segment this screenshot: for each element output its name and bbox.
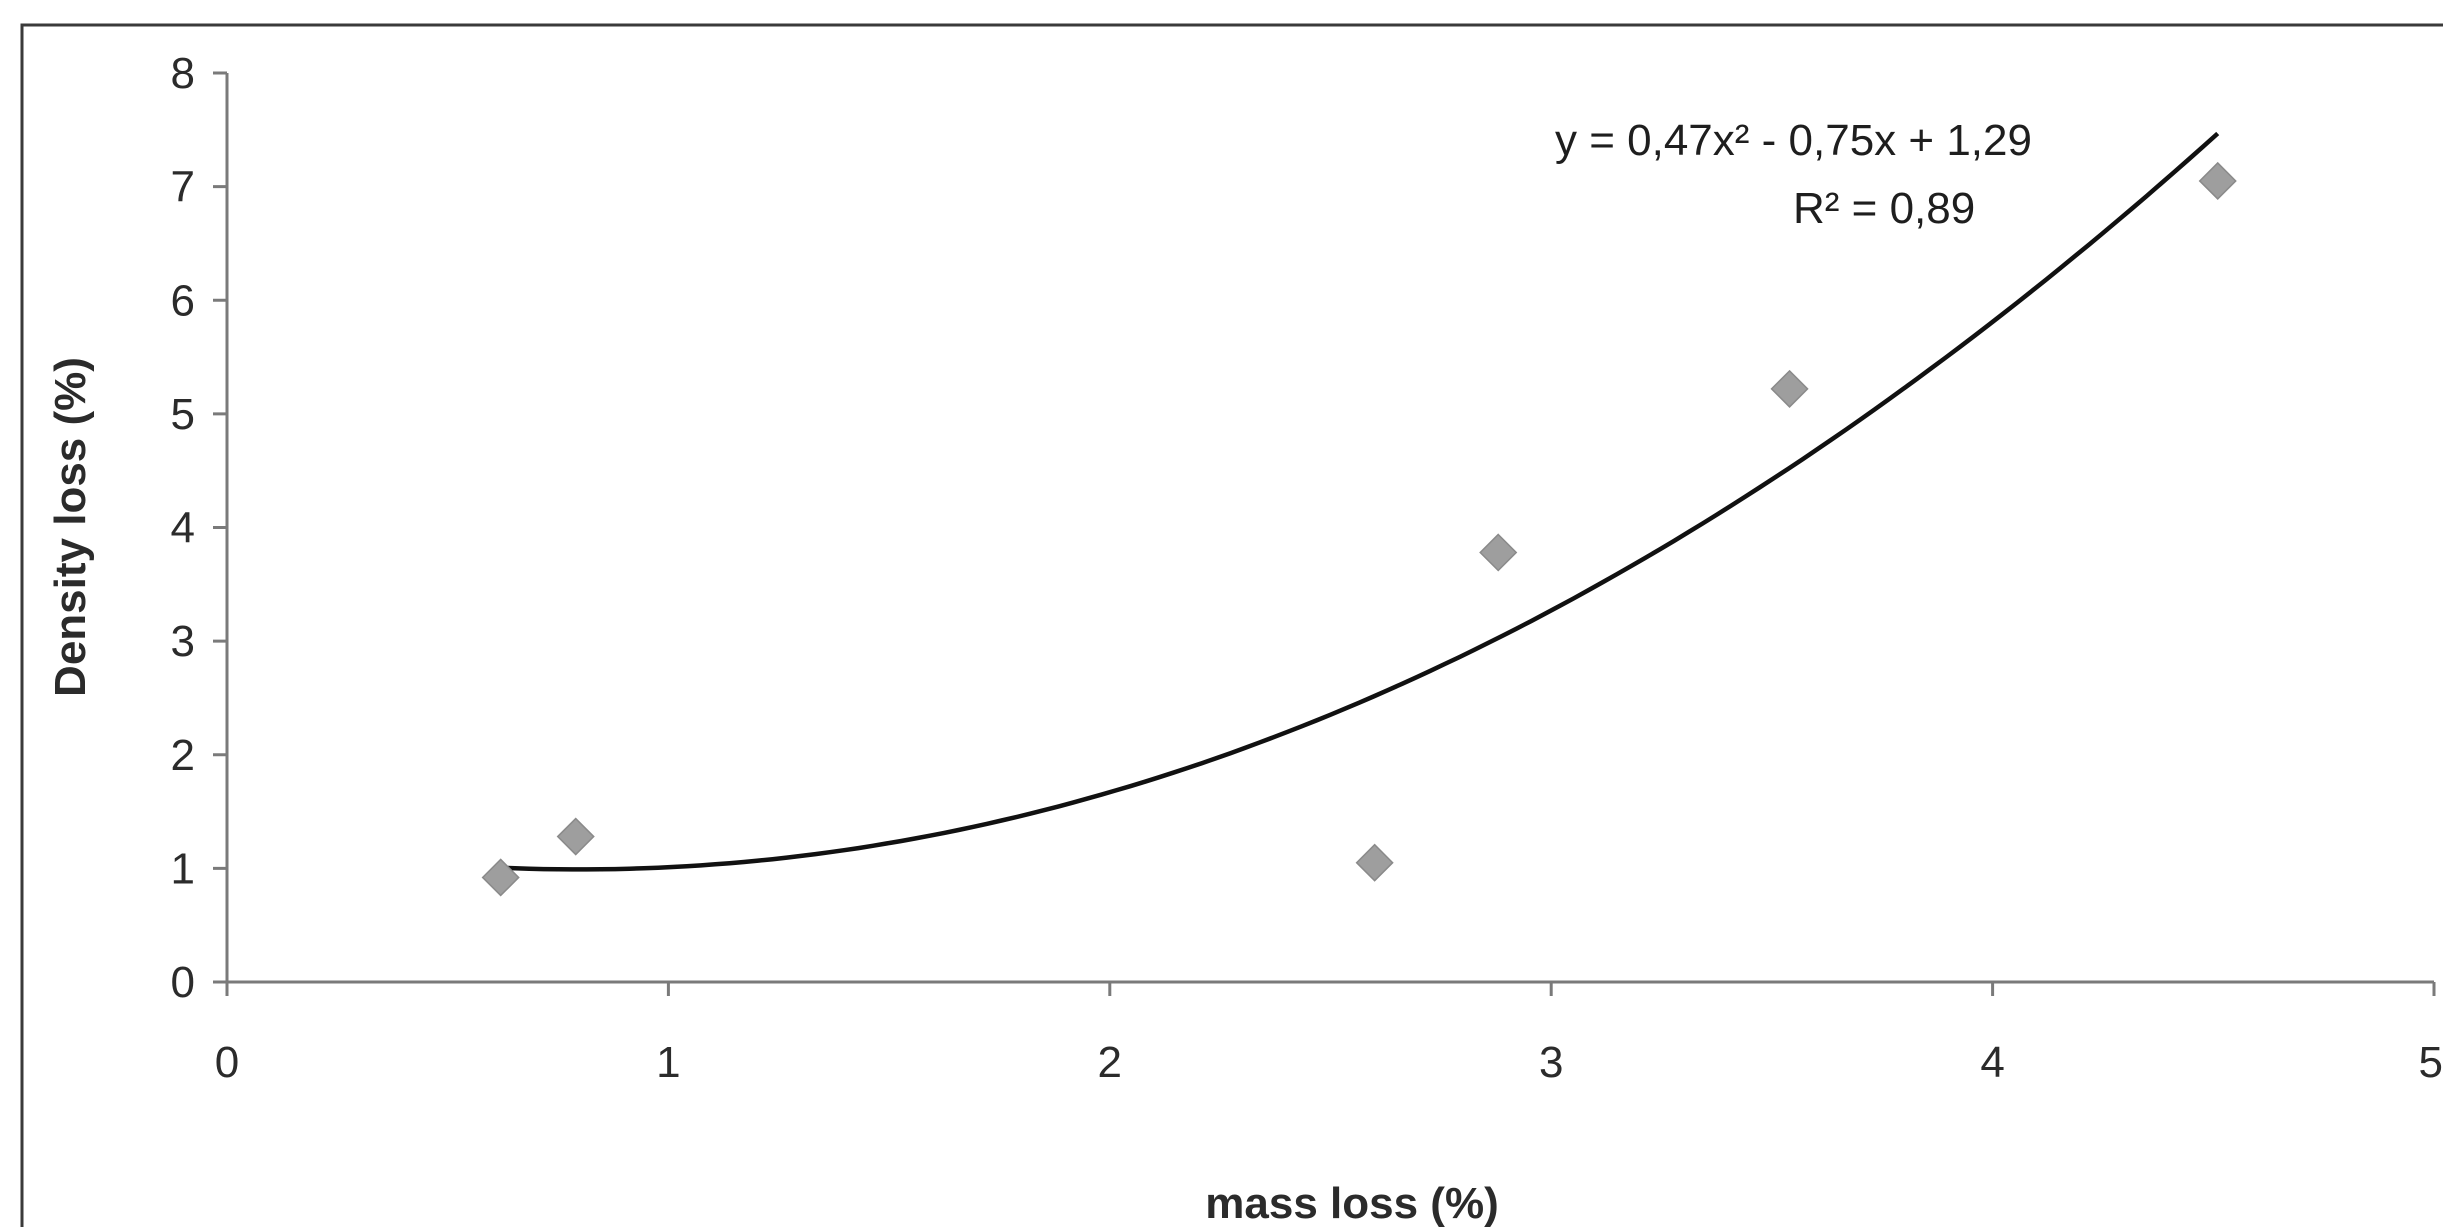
trendline-equation: y = 0,47x² - 0,75x + 1,29 xyxy=(1555,116,2032,165)
x-tick-label: 0 xyxy=(215,1038,239,1087)
y-tick-label: 6 xyxy=(171,276,195,325)
r-squared-label: R² = 0,89 xyxy=(1793,184,1975,233)
data-point xyxy=(1479,533,1518,572)
x-tick-label: 2 xyxy=(1098,1038,1122,1087)
x-tick-label: 1 xyxy=(656,1038,680,1087)
y-tick-label: 4 xyxy=(171,504,195,553)
y-tick-label: 3 xyxy=(171,617,195,666)
x-tick-label: 3 xyxy=(1539,1038,1563,1087)
y-tick-label: 7 xyxy=(171,163,195,212)
y-ticks: 0 1 2 3 4 5 6 7 8 xyxy=(171,49,227,1007)
data-points xyxy=(481,161,2237,897)
y-tick-label: 8 xyxy=(171,49,195,98)
y-tick-label: 1 xyxy=(171,844,195,893)
data-point xyxy=(481,858,520,897)
data-point xyxy=(556,817,595,856)
y-tick-label: 2 xyxy=(171,731,195,780)
x-ticks: 0 1 2 3 4 5 xyxy=(215,982,2443,1087)
y-tick-label: 0 xyxy=(171,958,195,1007)
x-tick-label: 4 xyxy=(1980,1038,2004,1087)
x-axis-title: mass loss (%) xyxy=(1205,1179,1498,1227)
data-point xyxy=(1355,843,1394,882)
y-tick-label: 5 xyxy=(171,390,195,439)
data-point xyxy=(1770,369,1809,408)
data-point xyxy=(2198,161,2237,201)
x-tick-label: 5 xyxy=(2419,1038,2443,1087)
trendline-curve xyxy=(500,131,2220,872)
chart-border xyxy=(20,23,2443,1227)
y-axis-title: Density loss (%) xyxy=(46,357,95,697)
